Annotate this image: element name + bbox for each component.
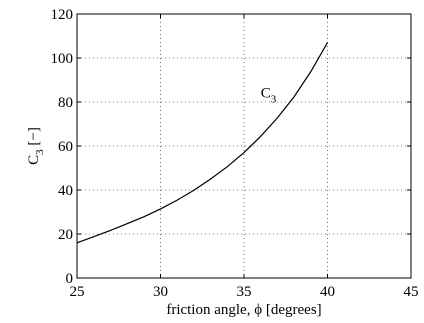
tick-labels: 25 30 35 40 45 0 20 40 60 80 100 120	[51, 7, 419, 300]
y-axis-title: C3 [−]	[26, 127, 46, 165]
y-axis-title-unit: [−]	[26, 127, 42, 149]
x-tick-label-40: 40	[320, 284, 335, 300]
x-tick-label-25: 25	[70, 284, 85, 300]
y-tick-label-0: 0	[66, 271, 74, 287]
annotation-main: C	[261, 86, 271, 102]
y-axis-title-sub: 3	[34, 149, 46, 155]
ticks	[76, 13, 412, 279]
y-tick-label-60: 60	[58, 139, 73, 155]
x-axis-title: friction angle, ϕ [degrees]	[166, 302, 321, 318]
x-tick-label-30: 30	[153, 284, 168, 300]
annotation-sub: 3	[271, 94, 277, 106]
y-axis-title-main: C	[26, 155, 42, 165]
y-tick-label-20: 20	[58, 227, 73, 243]
series-line-c3	[76, 42, 329, 244]
y-tick-label-120: 120	[51, 7, 74, 23]
x-tick-label-35: 35	[237, 284, 252, 300]
x-tick-label-45: 45	[404, 284, 419, 300]
y-tick-label-100: 100	[51, 51, 74, 67]
grid	[77, 14, 411, 278]
series-annotation: C3	[261, 86, 277, 106]
y-tick-label-80: 80	[58, 95, 73, 111]
y-tick-label-40: 40	[58, 183, 73, 199]
